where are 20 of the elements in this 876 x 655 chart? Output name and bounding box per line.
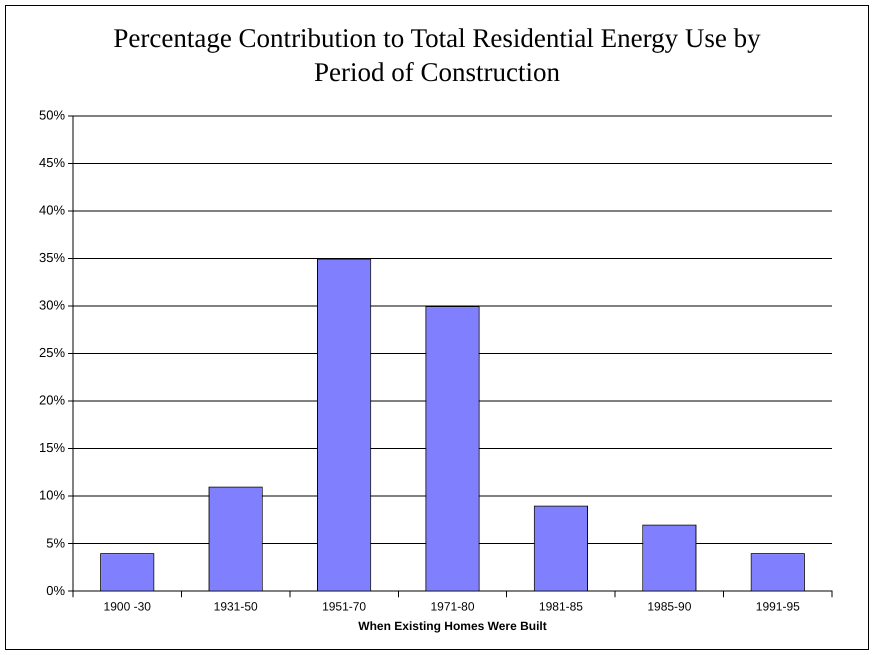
y-tick-label: 10% xyxy=(38,488,66,503)
y-tick-label: 35% xyxy=(38,250,66,266)
x-axis-title: When Existing Homes Were Built xyxy=(358,619,547,634)
y-tick-label: 15% xyxy=(38,440,66,456)
y-tick-label: 0% xyxy=(46,582,66,598)
chart-title: Percentage Contribution to Total Residential Energy Use by Period of Construction xyxy=(112,22,762,89)
y-tick-label: 45% xyxy=(38,155,66,170)
y-tick-label: 25% xyxy=(38,345,66,360)
y-tick-label: 50% xyxy=(38,108,66,123)
y-tick-label: 5% xyxy=(46,535,66,550)
x-tick-label: 1971-80 xyxy=(430,600,475,614)
x-tick-label: 1991-95 xyxy=(756,600,800,614)
y-tick-label: 40% xyxy=(38,202,66,218)
x-tick-label: 1985-90 xyxy=(647,600,692,614)
x-tick-label: 1951-70 xyxy=(322,600,366,614)
y-tick-label: 30% xyxy=(38,298,66,313)
y-tick-label: 20% xyxy=(38,392,66,408)
x-tick-label: 1900 -30 xyxy=(104,600,152,614)
x-tick-label: 1931-50 xyxy=(214,600,258,614)
x-tick-label: 1981-85 xyxy=(538,600,584,614)
